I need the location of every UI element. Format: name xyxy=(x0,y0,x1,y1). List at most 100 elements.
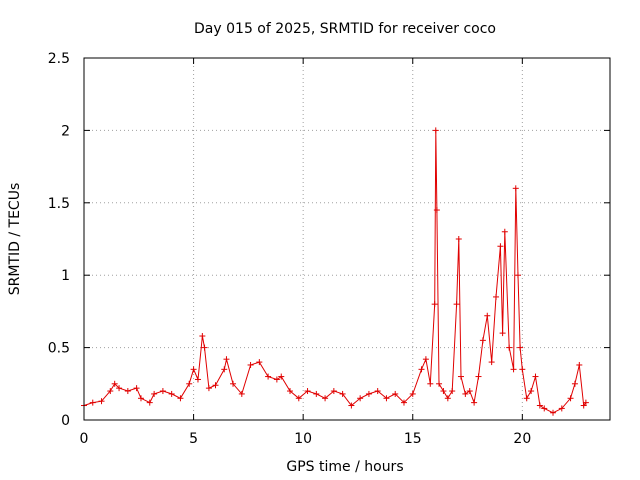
data-point xyxy=(499,330,506,337)
data-point xyxy=(484,312,491,319)
data-point xyxy=(295,395,302,402)
data-point xyxy=(230,380,237,387)
x-tick-label: 15 xyxy=(404,431,422,447)
data-series-srmtid xyxy=(81,127,589,416)
data-point xyxy=(519,366,526,373)
data-point xyxy=(89,399,96,406)
data-point xyxy=(536,402,543,409)
axis-ticks: 0 5 10 15 20 0 0.5 1 1.5 2 2.5 xyxy=(48,51,610,447)
data-point xyxy=(506,344,513,351)
data-point xyxy=(151,390,158,397)
data-point xyxy=(431,301,438,308)
data-point xyxy=(265,373,272,380)
data-point xyxy=(212,382,219,389)
data-point xyxy=(479,337,486,344)
data-point xyxy=(221,366,228,373)
data-point xyxy=(436,380,443,387)
data-point xyxy=(466,388,473,395)
data-point xyxy=(455,236,462,242)
data-point xyxy=(159,388,166,395)
y-tick-label: 1 xyxy=(61,268,70,284)
data-point xyxy=(571,380,578,387)
data-point xyxy=(223,356,230,363)
y-tick-label: 2 xyxy=(61,123,70,139)
data-point xyxy=(98,398,105,405)
data-point xyxy=(201,344,208,351)
data-point xyxy=(392,390,399,397)
data-point xyxy=(273,376,280,383)
data-point xyxy=(497,243,504,250)
grid xyxy=(84,58,610,420)
data-point xyxy=(582,399,589,406)
data-point xyxy=(190,366,197,373)
data-point xyxy=(422,356,429,363)
x-tick-label: 20 xyxy=(513,431,531,447)
data-point xyxy=(111,380,118,387)
data-point xyxy=(348,402,355,409)
series-trace xyxy=(83,130,587,414)
data-point xyxy=(116,385,123,392)
data-point xyxy=(440,388,447,395)
data-point xyxy=(278,373,285,380)
plot-frame xyxy=(83,57,611,421)
data-point xyxy=(194,376,201,383)
data-point xyxy=(475,373,482,380)
data-point xyxy=(576,361,583,368)
data-point xyxy=(400,399,407,406)
y-axis-label: SRMTID / TECUs xyxy=(7,183,23,296)
data-point xyxy=(514,272,521,279)
data-point xyxy=(137,395,144,402)
data-point xyxy=(199,333,206,340)
data-point xyxy=(365,390,372,397)
data-point xyxy=(471,399,478,406)
data-point xyxy=(177,395,184,402)
data-point xyxy=(550,409,557,416)
data-point xyxy=(501,228,508,235)
y-tick-label: 0.5 xyxy=(48,341,70,357)
data-point xyxy=(532,373,539,380)
data-point xyxy=(313,390,320,397)
data-point xyxy=(322,395,329,402)
data-point xyxy=(523,395,530,402)
data-point xyxy=(330,388,337,395)
data-point xyxy=(567,395,574,402)
data-point xyxy=(205,385,212,392)
data-point xyxy=(453,301,460,308)
data-point xyxy=(541,405,548,412)
data-point xyxy=(444,395,451,402)
data-point xyxy=(374,388,381,395)
y-tick-label: 2.5 xyxy=(48,51,70,67)
x-tick-label: 0 xyxy=(80,431,89,447)
data-point xyxy=(457,373,464,380)
data-point xyxy=(449,388,456,395)
y-tick-label: 0 xyxy=(61,413,70,429)
chart-title: Day 015 of 2025, SRMTID for receiver coc… xyxy=(194,21,496,37)
data-point xyxy=(124,388,131,395)
data-point xyxy=(462,390,469,397)
data-point xyxy=(510,366,517,373)
data-point xyxy=(247,361,254,368)
x-tick-label: 10 xyxy=(294,431,312,447)
data-point xyxy=(287,388,294,395)
x-axis-label: GPS time / hours xyxy=(286,459,403,475)
data-point xyxy=(558,405,565,412)
data-point xyxy=(433,207,440,214)
data-point xyxy=(432,127,439,134)
data-point xyxy=(146,399,153,406)
data-point xyxy=(107,388,114,395)
data-point xyxy=(186,380,193,387)
data-point xyxy=(488,359,495,366)
data-point xyxy=(168,390,175,397)
data-point xyxy=(528,388,535,395)
data-point xyxy=(427,380,434,387)
data-point xyxy=(304,388,311,395)
data-point xyxy=(238,390,245,397)
data-point xyxy=(418,366,425,373)
x-tick-label: 5 xyxy=(189,431,198,447)
data-point xyxy=(133,385,140,392)
data-point xyxy=(493,293,500,300)
data-point xyxy=(339,390,346,397)
data-point xyxy=(517,344,524,351)
data-point xyxy=(383,395,390,402)
